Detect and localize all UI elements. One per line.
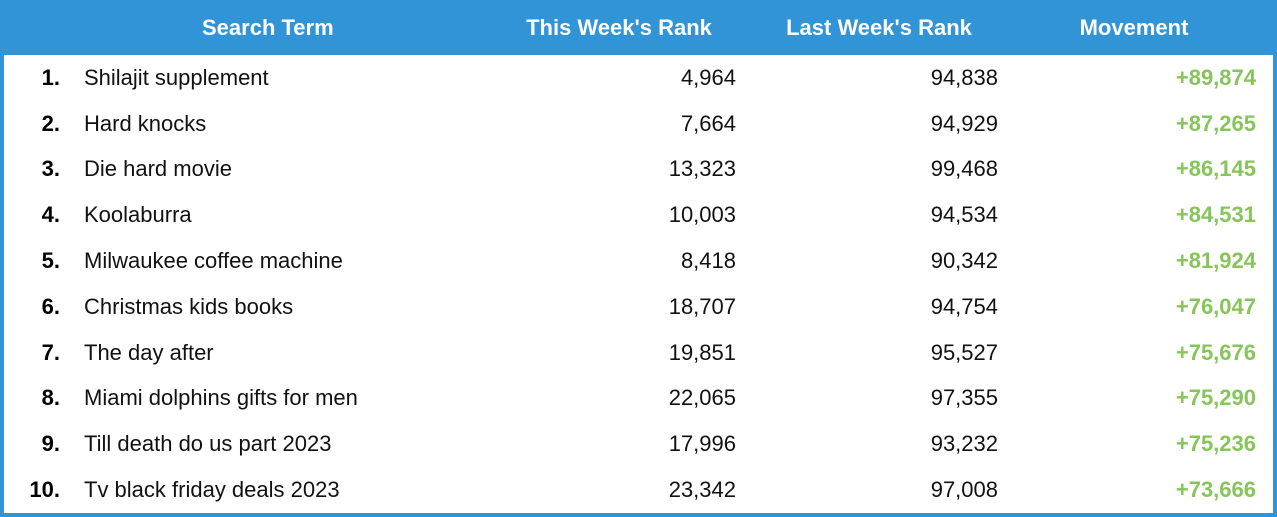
table-row: 4. Koolaburra 10,003 94,534 +84,531 (4, 192, 1273, 238)
search-term: Milwaukee coffee machine (84, 248, 343, 274)
movement-value: +75,236 (1175, 431, 1256, 457)
table-row: 10. Tv black friday deals 2023 23,342 97… (4, 467, 1273, 513)
this-week-rank: 7,664 (680, 110, 736, 136)
movement-value: +75,676 (1175, 339, 1256, 365)
search-term: Koolaburra (84, 202, 192, 228)
movement-value: +87,265 (1175, 110, 1256, 136)
last-week-rank: 94,754 (930, 293, 998, 319)
header-search-term: Search Term (202, 14, 334, 40)
row-number: 5. (41, 248, 60, 274)
last-week-rank: 94,929 (930, 110, 998, 136)
this-week-rank: 8,418 (680, 248, 736, 274)
search-term: Shilajit supplement (84, 64, 269, 90)
search-term: Miami dolphins gifts for men (84, 385, 358, 411)
row-number: 4. (41, 202, 60, 228)
row-number: 2. (41, 110, 60, 136)
movement-value: +73,666 (1175, 477, 1256, 503)
table-header: Search Term This Week's Rank Last Week's… (4, 0, 1273, 55)
table-row: 3. Die hard movie 13,323 99,468 +86,145 (4, 147, 1273, 193)
table-body: 1. Shilajit supplement 4,964 94,838 +89,… (4, 55, 1273, 513)
search-term: Tv black friday deals 2023 (84, 477, 340, 503)
row-number: 7. (41, 339, 60, 365)
table-row: 2. Hard knocks 7,664 94,929 +87,265 (4, 101, 1273, 147)
last-week-rank: 90,342 (930, 248, 998, 274)
header-this-week-rank: This Week's Rank (526, 14, 712, 40)
table-row: 8. Miami dolphins gifts for men 22,065 9… (4, 376, 1273, 422)
search-term: Till death do us part 2023 (84, 431, 332, 457)
this-week-rank: 23,342 (668, 477, 736, 503)
this-week-rank: 13,323 (668, 156, 736, 182)
this-week-rank: 17,996 (668, 431, 736, 457)
last-week-rank: 95,527 (930, 339, 998, 365)
last-week-rank: 99,468 (930, 156, 998, 182)
header-movement: Movement (1079, 14, 1189, 40)
table-row: 9. Till death do us part 2023 17,996 93,… (4, 421, 1273, 467)
search-term: Hard knocks (84, 110, 207, 136)
search-term: Christmas kids books (84, 293, 294, 319)
header-last-week-rank: Last Week's Rank (786, 14, 972, 40)
row-number: 1. (41, 64, 60, 90)
table-row: 7. The day after 19,851 95,527 +75,676 (4, 330, 1273, 376)
last-week-rank: 93,232 (930, 431, 998, 457)
last-week-rank: 94,534 (930, 202, 998, 228)
this-week-rank: 4,964 (680, 64, 736, 90)
row-number: 6. (41, 293, 60, 319)
movement-value: +89,874 (1175, 64, 1256, 90)
last-week-rank: 97,355 (930, 385, 998, 411)
row-number: 3. (41, 156, 60, 182)
table-row: 5. Milwaukee coffee machine 8,418 90,342… (4, 238, 1273, 284)
row-number: 10. (29, 477, 60, 503)
movement-value: +84,531 (1175, 202, 1256, 228)
this-week-rank: 18,707 (668, 293, 736, 319)
movement-value: +76,047 (1175, 293, 1256, 319)
row-number: 8. (41, 385, 60, 411)
movement-value: +86,145 (1175, 156, 1256, 182)
movement-value: +75,290 (1175, 385, 1256, 411)
movement-value: +81,924 (1175, 248, 1256, 274)
table-row: 6. Christmas kids books 18,707 94,754 +7… (4, 284, 1273, 330)
this-week-rank: 19,851 (668, 339, 736, 365)
row-number: 9. (41, 431, 60, 457)
search-term: The day after (84, 339, 214, 365)
last-week-rank: 97,008 (930, 477, 998, 503)
this-week-rank: 22,065 (668, 385, 736, 411)
last-week-rank: 94,838 (930, 64, 998, 90)
table-row: 1. Shilajit supplement 4,964 94,838 +89,… (4, 55, 1273, 101)
this-week-rank: 10,003 (668, 202, 736, 228)
search-term: Die hard movie (84, 156, 232, 182)
